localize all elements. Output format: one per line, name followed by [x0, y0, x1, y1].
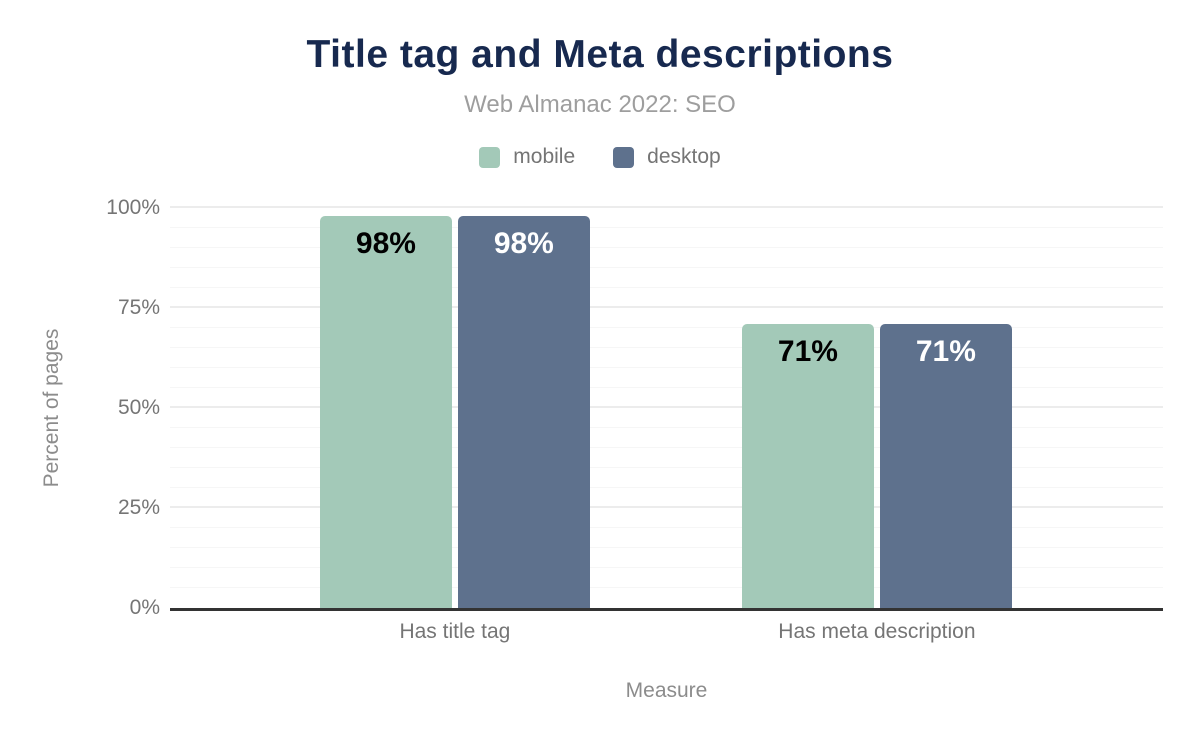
y-tick-label: 25%	[117, 496, 160, 519]
minor-gridline	[170, 467, 1163, 468]
y-tick-label: 0%	[129, 596, 160, 619]
minor-gridline	[170, 447, 1163, 448]
plot-area: 98% 98% 71% 71%	[170, 206, 1163, 611]
minor-gridline	[170, 227, 1163, 228]
chart-subtitle: Web Almanac 2022: SEO	[464, 91, 736, 118]
bar-value-label: 98%	[355, 227, 416, 260]
x-tick-label: Has title tag	[399, 620, 511, 643]
minor-gridline	[170, 387, 1163, 388]
bar-desktop-2: 71%	[879, 324, 1012, 608]
mobile-swatch-icon	[479, 146, 501, 168]
minor-gridline	[170, 527, 1163, 528]
minor-gridline	[170, 547, 1163, 548]
bar-mobile-2: 71%	[741, 324, 874, 608]
minor-gridline	[170, 487, 1163, 488]
major-gridline	[170, 206, 1163, 208]
minor-gridline	[170, 567, 1163, 568]
minor-gridline	[170, 287, 1163, 288]
bar-value-label: 98%	[493, 227, 554, 260]
major-gridline	[170, 506, 1163, 508]
major-gridline	[170, 406, 1163, 408]
bar-value-label: 71%	[777, 335, 838, 368]
bar-mobile-1: 98%	[319, 216, 452, 608]
legend-label-mobile: mobile	[513, 145, 576, 168]
y-tick-label: 50%	[117, 396, 160, 419]
bar-desktop-1: 98%	[457, 216, 590, 608]
y-tick-label: 75%	[117, 296, 160, 319]
minor-gridline	[170, 267, 1163, 268]
y-axis-title: Percent of pages	[40, 328, 63, 488]
minor-gridline	[170, 427, 1163, 428]
bar-value-label: 71%	[915, 335, 976, 368]
minor-gridline	[170, 587, 1163, 588]
minor-gridline	[170, 327, 1163, 328]
chart-title: Title tag and Meta descriptions	[306, 33, 894, 76]
legend-item-desktop: desktop	[613, 145, 721, 169]
x-axis-ticks: Has title tag Has meta description	[170, 620, 1163, 646]
desktop-swatch-icon	[613, 146, 635, 168]
y-tick-label: 100%	[106, 196, 160, 219]
x-tick-label: Has meta description	[778, 620, 976, 643]
legend-item-mobile: mobile	[479, 145, 575, 169]
minor-gridline	[170, 367, 1163, 368]
legend: mobile desktop	[0, 145, 1200, 169]
minor-gridline	[170, 247, 1163, 248]
legend-label-desktop: desktop	[647, 145, 721, 168]
minor-gridline	[170, 347, 1163, 348]
major-gridline	[170, 306, 1163, 308]
x-axis-title: Measure	[625, 679, 708, 702]
